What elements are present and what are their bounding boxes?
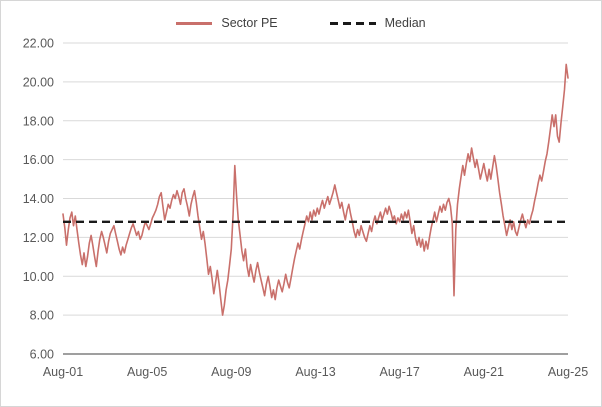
- y-axis-label: 18.00: [23, 114, 54, 128]
- y-axis-label: 8.00: [30, 309, 54, 323]
- legend-item-sector-pe: Sector PE: [176, 16, 278, 30]
- x-axis-label: Aug-17: [380, 365, 420, 379]
- x-axis-label: Aug-21: [464, 365, 504, 379]
- y-axis-label: 16.00: [23, 153, 54, 167]
- legend-item-median: Median: [329, 16, 426, 30]
- x-axis-label: Aug-05: [127, 365, 167, 379]
- chart-legend: Sector PE Median: [1, 17, 601, 30]
- y-axis-label: 12.00: [23, 231, 54, 245]
- x-axis-label: Aug-25: [548, 365, 588, 379]
- y-axis-label: 10.00: [23, 270, 54, 284]
- x-axis-label: Aug-13: [295, 365, 335, 379]
- median-dash-swatch: [329, 21, 376, 25]
- y-axis-label: 22.00: [23, 37, 54, 51]
- legend-label-sector-pe: Sector PE: [221, 16, 278, 30]
- y-axis-label: 14.00: [23, 192, 54, 206]
- y-axis-label: 20.00: [23, 75, 54, 89]
- legend-label-median: Median: [384, 16, 426, 30]
- y-axis-label: 6.00: [30, 348, 54, 362]
- sector-pe-line-swatch: [176, 21, 213, 25]
- sector-pe-line: [62, 63, 569, 316]
- x-axis-label: Aug-09: [211, 365, 251, 379]
- x-axis-label: Aug-01: [43, 365, 83, 379]
